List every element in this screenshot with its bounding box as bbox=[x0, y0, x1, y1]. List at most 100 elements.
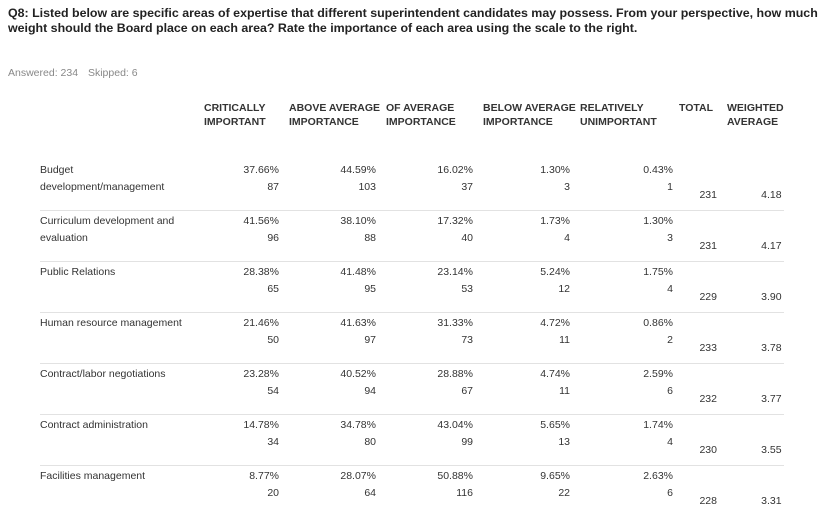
cell-count: 2 bbox=[576, 332, 673, 349]
cell-of-average: 50.88%116 bbox=[382, 466, 479, 516]
cell-relatively-unimportant: 2.63%6 bbox=[576, 466, 679, 516]
cell-count: 11 bbox=[479, 383, 570, 400]
cell-above-average: 41.63%97 bbox=[285, 313, 382, 364]
row-weighted-average: 3.90 bbox=[717, 262, 784, 313]
row-total: 230 bbox=[679, 415, 717, 466]
row-total: 231 bbox=[679, 211, 717, 262]
cell-count: 96 bbox=[200, 230, 279, 247]
cell-above-average: 41.48%95 bbox=[285, 262, 382, 313]
results-table: CRITICALLY IMPORTANT ABOVE AVERAGE IMPOR… bbox=[40, 100, 784, 516]
cell-of-average: 31.33%73 bbox=[382, 313, 479, 364]
cell-count: 64 bbox=[285, 485, 376, 502]
cell-relatively-unimportant: 2.59%6 bbox=[576, 364, 679, 415]
cell-percent: 34.78% bbox=[285, 417, 376, 434]
row-weighted-average: 3.77 bbox=[717, 364, 784, 415]
cell-percent: 5.65% bbox=[479, 417, 570, 434]
cell-above-average: 34.78%80 bbox=[285, 415, 382, 466]
cell-count: 3 bbox=[576, 230, 673, 247]
cell-percent: 50.88% bbox=[382, 468, 473, 485]
row-label: Curriculum development and evaluation bbox=[40, 211, 200, 262]
cell-percent: 17.32% bbox=[382, 213, 473, 230]
cell-percent: 40.52% bbox=[285, 366, 376, 383]
row-weighted-average: 4.17 bbox=[717, 211, 784, 262]
cell-relatively-unimportant: 1.74%4 bbox=[576, 415, 679, 466]
cell-percent: 14.78% bbox=[200, 417, 279, 434]
cell-count: 11 bbox=[479, 332, 570, 349]
cell-count: 12 bbox=[479, 281, 570, 298]
cell-relatively-unimportant: 0.86%2 bbox=[576, 313, 679, 364]
cell-count: 6 bbox=[576, 485, 673, 502]
cell-above-average: 40.52%94 bbox=[285, 364, 382, 415]
cell-percent: 28.38% bbox=[200, 264, 279, 281]
cell-below-average: 5.65%13 bbox=[479, 415, 576, 466]
cell-percent: 4.74% bbox=[479, 366, 570, 383]
header-label bbox=[40, 100, 200, 160]
header-total: TOTAL bbox=[679, 100, 717, 160]
cell-percent: 8.77% bbox=[200, 468, 279, 485]
cell-percent: 9.65% bbox=[479, 468, 570, 485]
cell-count: 22 bbox=[479, 485, 570, 502]
cell-of-average: 23.14%53 bbox=[382, 262, 479, 313]
cell-percent: 23.14% bbox=[382, 264, 473, 281]
row-total: 228 bbox=[679, 466, 717, 516]
cell-count: 13 bbox=[479, 434, 570, 451]
cell-percent: 21.46% bbox=[200, 315, 279, 332]
cell-percent: 41.63% bbox=[285, 315, 376, 332]
cell-count: 116 bbox=[382, 485, 473, 502]
cell-relatively-unimportant: 1.75%4 bbox=[576, 262, 679, 313]
row-label: Human resource management bbox=[40, 313, 200, 364]
cell-relatively-unimportant: 0.43%1 bbox=[576, 160, 679, 211]
cell-of-average: 28.88%67 bbox=[382, 364, 479, 415]
row-label: Contract/labor negotiations bbox=[40, 364, 200, 415]
cell-critically-important: 23.28%54 bbox=[200, 364, 285, 415]
row-label: Public Relations bbox=[40, 262, 200, 313]
cell-critically-important: 14.78%34 bbox=[200, 415, 285, 466]
cell-percent: 1.73% bbox=[479, 213, 570, 230]
cell-percent: 1.30% bbox=[479, 162, 570, 179]
cell-percent: 37.66% bbox=[200, 162, 279, 179]
row-label: Budget development/management bbox=[40, 160, 200, 211]
cell-count: 54 bbox=[200, 383, 279, 400]
header-of-average: OF AVERAGE IMPORTANCE bbox=[382, 100, 479, 160]
row-label: Facilities management bbox=[40, 466, 200, 516]
cell-below-average: 4.72%11 bbox=[479, 313, 576, 364]
response-stats: Answered: 234 Skipped: 6 bbox=[8, 67, 145, 79]
cell-critically-important: 21.46%50 bbox=[200, 313, 285, 364]
header-row: CRITICALLY IMPORTANT ABOVE AVERAGE IMPOR… bbox=[40, 100, 784, 160]
cell-percent: 0.86% bbox=[576, 315, 673, 332]
cell-percent: 1.74% bbox=[576, 417, 673, 434]
cell-percent: 44.59% bbox=[285, 162, 376, 179]
cell-critically-important: 8.77%20 bbox=[200, 466, 285, 516]
cell-count: 4 bbox=[479, 230, 570, 247]
cell-count: 50 bbox=[200, 332, 279, 349]
question-title: Q8: Listed below are specific areas of e… bbox=[8, 6, 820, 36]
cell-of-average: 43.04%99 bbox=[382, 415, 479, 466]
answered-count: Answered: 234 bbox=[8, 67, 78, 79]
row-weighted-average: 3.78 bbox=[717, 313, 784, 364]
cell-percent: 28.07% bbox=[285, 468, 376, 485]
cell-count: 65 bbox=[200, 281, 279, 298]
cell-below-average: 1.73%4 bbox=[479, 211, 576, 262]
cell-count: 4 bbox=[576, 281, 673, 298]
cell-count: 37 bbox=[382, 179, 473, 196]
cell-critically-important: 41.56%96 bbox=[200, 211, 285, 262]
cell-below-average: 5.24%12 bbox=[479, 262, 576, 313]
row-label: Contract administration bbox=[40, 415, 200, 466]
cell-percent: 0.43% bbox=[576, 162, 673, 179]
cell-percent: 41.56% bbox=[200, 213, 279, 230]
cell-count: 73 bbox=[382, 332, 473, 349]
cell-count: 80 bbox=[285, 434, 376, 451]
cell-above-average: 28.07%64 bbox=[285, 466, 382, 516]
cell-percent: 5.24% bbox=[479, 264, 570, 281]
cell-critically-important: 37.66%87 bbox=[200, 160, 285, 211]
cell-count: 1 bbox=[576, 179, 673, 196]
cell-count: 67 bbox=[382, 383, 473, 400]
header-critically-important: CRITICALLY IMPORTANT bbox=[200, 100, 285, 160]
row-weighted-average: 3.55 bbox=[717, 415, 784, 466]
